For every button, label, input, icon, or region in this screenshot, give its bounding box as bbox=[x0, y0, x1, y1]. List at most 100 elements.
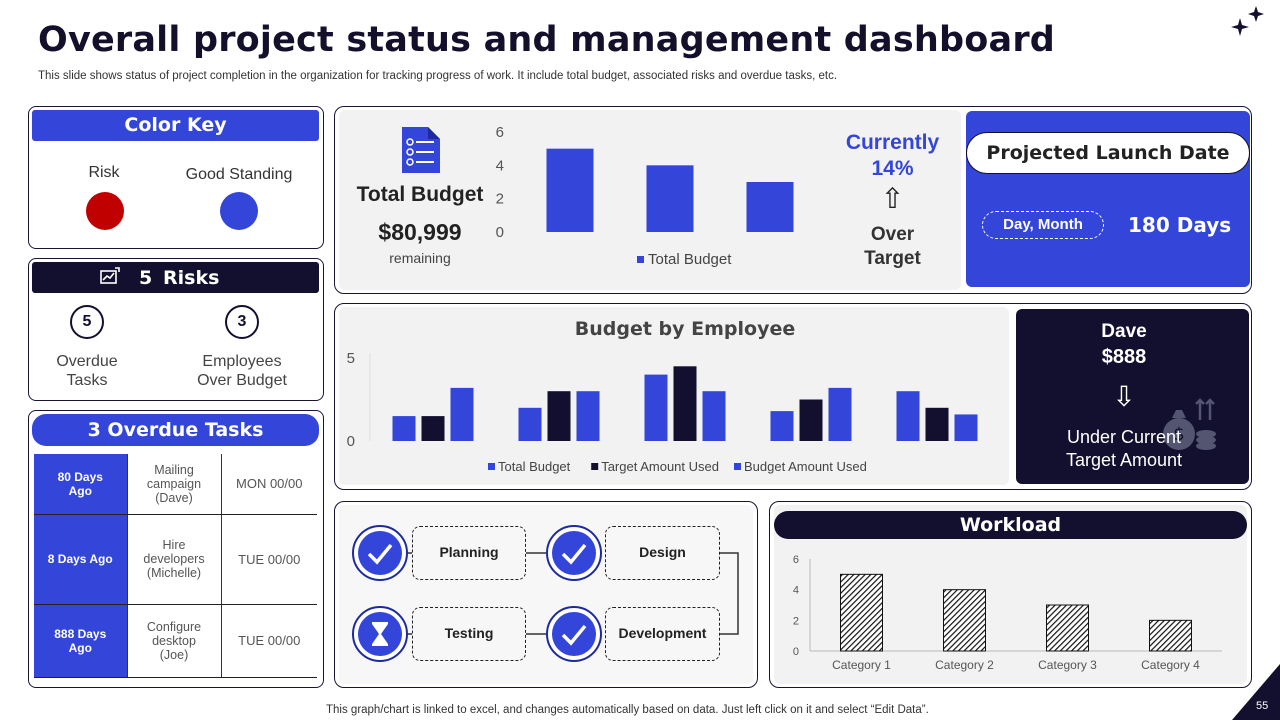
y-tick-label: 0 bbox=[347, 433, 355, 450]
current-percent: 14% bbox=[871, 157, 914, 180]
page-title: Overall project status and management da… bbox=[38, 20, 1056, 60]
bar bbox=[673, 366, 697, 441]
sparkle-icon bbox=[1231, 6, 1264, 36]
total-budget-label: Total Budget bbox=[356, 183, 484, 206]
risk-label: Risk bbox=[88, 164, 120, 181]
document-icon bbox=[402, 127, 440, 173]
overdue-tasks-table: 80 Days Ago Mailing campaign (Dave) MON 00/00… bbox=[34, 454, 317, 678]
x-tick-label: Category 1 bbox=[832, 658, 891, 672]
overdue-ago: 8 Days Ago bbox=[34, 514, 127, 605]
y-tick-label: 4 bbox=[793, 585, 799, 597]
employee-name: Dave bbox=[1101, 321, 1147, 342]
legend-label: Total Budget bbox=[648, 251, 732, 268]
step-design[interactable]: Design bbox=[605, 526, 720, 580]
overdue-date: TUE 00/00 bbox=[221, 514, 317, 605]
y-tick-label: 4 bbox=[496, 157, 504, 174]
bar bbox=[702, 391, 726, 441]
legend-label: Total Budget bbox=[498, 459, 571, 474]
planning-status-icon bbox=[352, 525, 408, 581]
bar bbox=[644, 374, 668, 441]
bar bbox=[943, 589, 986, 652]
bar bbox=[421, 416, 445, 441]
development-status-icon bbox=[546, 606, 602, 662]
employee-callout bbox=[1016, 309, 1249, 484]
bar bbox=[1149, 619, 1192, 652]
overdue-tasks-title: 3 Overdue Tasks bbox=[32, 414, 319, 446]
x-tick-label: Category 3 bbox=[1038, 658, 1097, 672]
overdue-date: MON 00/00 bbox=[221, 454, 317, 515]
bar bbox=[646, 165, 694, 232]
legend-swatch bbox=[637, 256, 644, 263]
total-budget-chart: 0 2 4 6 Total Budget bbox=[496, 124, 794, 268]
y-tick-label: 6 bbox=[793, 554, 799, 566]
total-budget-remaining: remaining bbox=[389, 250, 451, 266]
legend-swatch bbox=[591, 463, 599, 470]
y-tick-label: 0 bbox=[793, 646, 799, 658]
color-key-title: Color Key bbox=[32, 110, 319, 141]
workload-chart: 0 2 4 6 Category 1 Category 2 Category 3 Catego… bbox=[793, 554, 1222, 672]
legend-label: Budget Amount Used bbox=[744, 459, 867, 474]
y-tick-label: 2 bbox=[793, 615, 799, 627]
table-row[interactable]: 888 Days Ago Configure desktop (Joe) TUE 00/0… bbox=[34, 604, 317, 678]
workflow-panel bbox=[334, 501, 758, 688]
overdue-tasks-label: Overdue Tasks bbox=[56, 353, 118, 389]
bar bbox=[828, 387, 852, 441]
launch-date-title: Projected Launch Date bbox=[966, 132, 1250, 174]
overdue-task: Hire developers (Michelle) bbox=[126, 514, 222, 605]
good-standing-label: Good Standing bbox=[185, 166, 293, 183]
x-tick-label: Category 4 bbox=[1141, 658, 1200, 672]
workload-title: Workload bbox=[774, 511, 1247, 539]
hourglass-icon bbox=[352, 606, 408, 662]
bar bbox=[925, 407, 949, 441]
legend-label: Target Amount Used bbox=[601, 459, 719, 474]
svg-text:$: $ bbox=[1173, 424, 1184, 445]
overdue-date: TUE 00/00 bbox=[221, 604, 317, 678]
employees-over-budget-count: 3 bbox=[225, 305, 259, 339]
risks-title: Risks bbox=[163, 267, 220, 289]
overdue-tasks-count: 5 bbox=[70, 305, 104, 339]
y-tick-label: 5 bbox=[347, 350, 355, 367]
arrow-down-icon: ⇩ bbox=[1112, 381, 1136, 412]
good-standing-swatch bbox=[220, 192, 258, 230]
over-target-label: Over Target bbox=[864, 224, 921, 269]
legend-swatch bbox=[488, 463, 495, 470]
arrow-up-icon: ⇧ bbox=[880, 183, 905, 214]
bar bbox=[954, 414, 978, 441]
overdue-tasks-panel: 3 Overdue Tasks 80 Days Ago Mailing campaig… bbox=[28, 410, 324, 688]
bar bbox=[746, 182, 794, 232]
total-budget-amount: $80,999 bbox=[378, 219, 462, 245]
launch-date-field[interactable]: Day, Month bbox=[982, 211, 1104, 239]
bar bbox=[1046, 604, 1089, 652]
budget-by-employee-chart: Budget by Employee 0 5 Total Budget Target A… bbox=[347, 318, 978, 474]
bar bbox=[840, 573, 883, 652]
bar bbox=[518, 407, 542, 441]
color-key-panel: Color Key Risk Good Standing bbox=[28, 106, 324, 249]
design-status-icon bbox=[546, 525, 602, 581]
risks-header bbox=[32, 262, 319, 293]
step-development[interactable]: Development bbox=[605, 607, 720, 661]
workflow-connectors bbox=[408, 552, 739, 635]
bar bbox=[576, 391, 600, 441]
y-tick-label: 0 bbox=[496, 224, 504, 241]
bar bbox=[896, 391, 920, 441]
page-corner bbox=[1232, 664, 1280, 720]
overdue-task: Mailing campaign (Dave) bbox=[126, 454, 222, 515]
bar bbox=[770, 411, 794, 441]
step-testing[interactable]: Testing bbox=[412, 607, 526, 661]
step-planning[interactable]: Planning bbox=[412, 526, 526, 580]
risks-count: 5 bbox=[139, 267, 153, 289]
page-subtitle: This slide shows status of project compl… bbox=[38, 70, 838, 82]
chart-title: Budget by Employee bbox=[575, 318, 796, 340]
legend-swatch bbox=[734, 463, 741, 470]
overdue-ago: 80 Days Ago bbox=[34, 454, 127, 515]
table-row[interactable]: 80 Days Ago Mailing campaign (Dave) MON 00/00 bbox=[34, 454, 317, 515]
footer-note: This graph/chart is linked to excel, and… bbox=[326, 704, 929, 716]
x-tick-label: Category 2 bbox=[935, 658, 994, 672]
risks-panel: 5 Risks 5 Overdue Tasks 3 Employees Over B… bbox=[28, 258, 324, 401]
table-row[interactable]: 8 Days Ago Hire developers (Michelle) TUE 00… bbox=[34, 514, 317, 605]
y-tick-label: 6 bbox=[496, 124, 504, 141]
bar bbox=[799, 399, 823, 441]
under-target-label: Under Current Target Amount bbox=[1065, 427, 1183, 470]
risk-report-icon bbox=[100, 267, 120, 284]
employees-over-budget-label: Employees Over Budget bbox=[197, 353, 287, 389]
